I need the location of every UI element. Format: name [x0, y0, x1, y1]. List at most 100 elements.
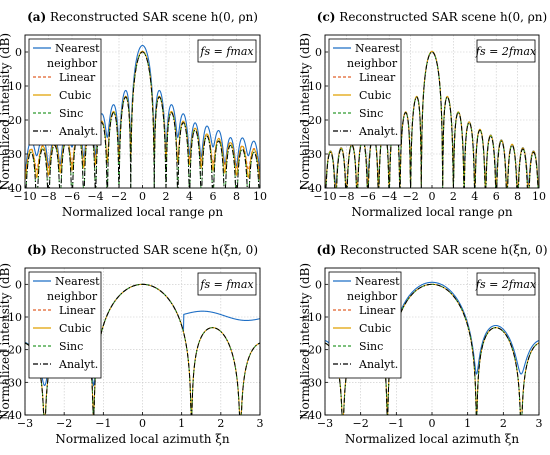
y-tick-label: −30 — [0, 376, 22, 389]
x-tick-label: 2 — [163, 190, 170, 203]
x-tick-label: −6 — [64, 190, 80, 203]
y-tick-label: −30 — [299, 148, 322, 161]
legend-label-sinc: Sinc — [359, 107, 383, 120]
panel-title-text: Reconstructed SAR scene h(0, ρn) — [335, 10, 547, 24]
series-analyt-line — [25, 51, 260, 188]
y-tick-label: −30 — [0, 148, 22, 161]
x-tick-label: 4 — [471, 190, 478, 203]
series-analyt-line — [325, 51, 539, 188]
x-tick-label: 6 — [493, 190, 500, 203]
x-tick-label: 10 — [532, 190, 546, 203]
legend-label-nearest-2: neighbor — [47, 290, 98, 303]
panel-title: (d) Reconstructed SAR scene h(ξn, 0) — [316, 243, 547, 257]
legend-label-sinc: Sinc — [59, 107, 83, 120]
legend-label-linear: Linear — [359, 304, 396, 317]
legend-label-analyt: Analyt. — [358, 125, 398, 138]
y-tick-label: −30 — [299, 376, 322, 389]
panel-c: −10 −8 −6 −4 −2 0 2 4 6 8 10−40−30−20−100(c) Recon… — [298, 10, 547, 219]
x-tick-label: −2 — [353, 417, 369, 430]
panel-title: (a) Reconstructed SAR scene h(0, ρn) — [27, 10, 258, 24]
panel-label: (c) — [317, 10, 336, 24]
x-tick-label: −4 — [381, 190, 397, 203]
legend-label-nearest-2: neighbor — [347, 290, 398, 303]
fs-box — [476, 39, 536, 63]
panel-label: (d) — [316, 243, 336, 257]
y-axis-label: Normalized intensity (dB) — [0, 33, 12, 190]
panel-b: −3 −2 −1 0 1 2 3−40−30−20−100(b) Reconstructed… — [0, 243, 264, 446]
x-tick-label: 0 — [429, 190, 436, 203]
y-tick-label: −10 — [0, 80, 22, 93]
legend-label-nearest: Nearest — [55, 275, 100, 288]
series-analyt-line — [25, 283, 260, 415]
panel-title-text: Reconstructed SAR scene h(0, ρn) — [46, 10, 258, 24]
x-tick-label: −2 — [56, 417, 72, 430]
x-tick-label: −1 — [95, 417, 111, 430]
legend-label-linear: Linear — [59, 71, 96, 84]
x-tick-label: −3 — [17, 417, 33, 430]
x-tick-label: 8 — [514, 190, 521, 203]
x-tick-label: 0 — [139, 190, 146, 203]
y-tick-label: −10 — [299, 311, 322, 324]
legend-label-nearest: Nearest — [355, 42, 400, 55]
fs-label: fs = fmax — [199, 45, 254, 58]
x-tick-label: −1 — [388, 417, 404, 430]
y-tick-label: 0 — [315, 278, 322, 291]
x-tick-label: −8 — [338, 190, 354, 203]
y-tick-label: −20 — [0, 344, 22, 357]
x-tick-label: 1 — [464, 417, 471, 430]
y-tick-label: 0 — [315, 46, 322, 59]
series-sinc-line — [325, 283, 539, 415]
y-tick-label: −20 — [299, 344, 322, 357]
legend-label-nearest: Nearest — [355, 275, 400, 288]
panel-a: −10 −8 −6 −4 −2 0 2 4 6 8 10−40−30−20−100(a) Recon… — [0, 10, 267, 219]
x-tick-label: −2 — [111, 190, 127, 203]
legend-label-cubic: Cubic — [59, 322, 91, 335]
panel-title-text: Reconstructed SAR scene h(ξn, 0) — [336, 243, 547, 257]
legend-label-cubic: Cubic — [359, 322, 391, 335]
x-tick-label: 2 — [500, 417, 507, 430]
legend-box — [28, 38, 102, 146]
x-tick-label: −8 — [40, 190, 56, 203]
fs-label: fs = fmax — [199, 278, 254, 291]
legend-box — [328, 271, 402, 379]
x-tick-label: 6 — [210, 190, 217, 203]
x-tick-label: 8 — [233, 190, 240, 203]
y-tick-label: −40 — [299, 409, 322, 422]
x-axis-label: Normalized local range ρn — [351, 205, 512, 219]
legend-label-linear: Linear — [359, 71, 396, 84]
y-tick-label: −40 — [299, 182, 322, 195]
x-axis-label: Normalized local range ρn — [62, 205, 223, 219]
panel-label: (a) — [27, 10, 46, 24]
legend-label-cubic: Cubic — [59, 89, 91, 102]
x-axis-label: Normalized local azimuth ξn — [345, 432, 520, 446]
x-tick-label: −4 — [87, 190, 103, 203]
y-axis-label: Normalized intensity (dB) — [298, 263, 312, 420]
x-tick-label: 0 — [429, 417, 436, 430]
y-axis-label: Normalized intensity (dB) — [298, 33, 312, 190]
legend-label-analyt: Analyt. — [58, 125, 98, 138]
y-tick-label: −10 — [299, 80, 322, 93]
fs-box — [476, 272, 536, 296]
legend-label-nearest-2: neighbor — [347, 57, 398, 70]
panel-title: (b) Reconstructed SAR scene h(ξn, 0) — [27, 243, 258, 257]
fs-box — [197, 272, 257, 296]
y-axis-label: Normalized intensity (dB) — [0, 263, 12, 420]
x-tick-label: 1 — [178, 417, 185, 430]
panel-title-text: Reconstructed SAR scene h(ξn, 0) — [47, 243, 258, 257]
x-tick-label: 2 — [217, 417, 224, 430]
x-tick-label: 10 — [253, 190, 267, 203]
y-tick-label: −20 — [299, 114, 322, 127]
x-tick-label: −6 — [360, 190, 376, 203]
fs-label: fs = 2fmax — [475, 278, 537, 291]
x-tick-label: −10 — [313, 190, 336, 203]
legend-box — [328, 38, 402, 146]
legend-label-linear: Linear — [59, 304, 96, 317]
x-axis-label: Normalized local azimuth ξn — [55, 432, 230, 446]
y-tick-label: 0 — [15, 46, 22, 59]
y-tick-label: −40 — [0, 182, 22, 195]
legend-label-nearest-2: neighbor — [47, 57, 98, 70]
y-tick-label: −10 — [0, 311, 22, 324]
x-tick-label: 4 — [186, 190, 193, 203]
y-tick-label: −20 — [0, 114, 22, 127]
panel-title: (c) Reconstructed SAR scene h(0, ρn) — [317, 10, 547, 24]
